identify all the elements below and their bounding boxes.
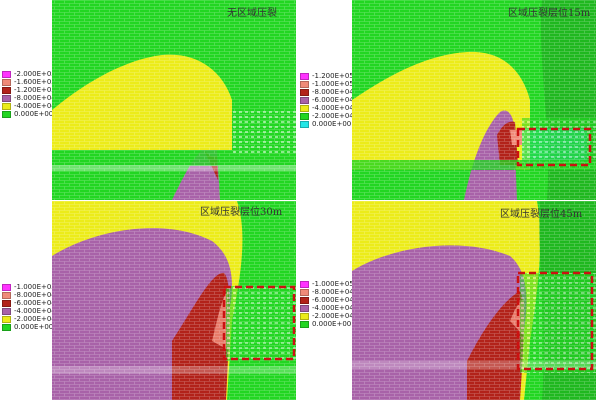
legend-swatch xyxy=(300,112,309,120)
legend-label: -2.000E+04 xyxy=(312,311,354,320)
contour-map xyxy=(352,201,596,400)
legend-label: -1.200E+05 xyxy=(312,71,354,80)
legend-label: -1.000E+05 xyxy=(312,79,354,88)
legend-panel-1: -2.000E+05 -1.600E+05 -1.200E+05 -8.000E… xyxy=(2,70,56,118)
legend-swatch xyxy=(2,315,11,323)
legend-swatch xyxy=(2,299,11,307)
fracture-zone-box xyxy=(222,285,296,361)
legend-swatch xyxy=(300,80,309,88)
contour-panel-2: 区域压裂层位15m xyxy=(352,0,596,200)
legend-entry: -4.000E+04 xyxy=(2,307,56,315)
legend-entry: -1.200E+05 xyxy=(2,86,56,94)
contour-map xyxy=(352,0,596,200)
contour-panel-4: 区域压裂层位45m xyxy=(352,201,596,400)
legend-label: -1.200E+05 xyxy=(14,85,56,94)
brick-mesh xyxy=(52,0,296,200)
legend-swatch xyxy=(300,280,309,288)
legend-entry: -4.000E+04 xyxy=(300,304,354,312)
contour-map xyxy=(52,201,296,400)
legend-label: -1.600E+05 xyxy=(14,77,56,86)
legend-swatch xyxy=(2,70,11,78)
legend-label: -6.000E+04 xyxy=(312,295,354,304)
legend-swatch xyxy=(2,307,11,315)
legend-label: 0.000E+00 xyxy=(312,119,352,128)
brick-mesh xyxy=(52,201,296,400)
legend-label: -8.000E+04 xyxy=(14,93,56,102)
legend-entry: -8.000E+04 xyxy=(300,88,354,96)
panel-title: 无区域压裂 xyxy=(227,8,277,19)
legend-swatch xyxy=(300,296,309,304)
legend-label: 0.000E+00 xyxy=(14,109,54,118)
legend-entry: -1.200E+05 xyxy=(300,72,354,80)
legend-entry: -8.000E+04 xyxy=(2,94,56,102)
legend-label: -2.000E+05 xyxy=(14,69,56,78)
legend-entry: -6.000E+04 xyxy=(300,296,354,304)
legend-swatch xyxy=(2,291,11,299)
panel-title: 区域压裂层位30m xyxy=(200,207,283,218)
legend-swatch xyxy=(2,86,11,94)
legend-label: -6.000E+04 xyxy=(312,95,354,104)
legend-entry: -8.000E+04 xyxy=(300,288,354,296)
legend-label: -4.000E+04 xyxy=(14,306,56,315)
legend-label: -8.000E+04 xyxy=(312,287,354,296)
legend-label: -6.000E+04 xyxy=(14,298,56,307)
legend-label: -8.000E+04 xyxy=(312,87,354,96)
legend-entry: -2.000E+05 xyxy=(2,70,56,78)
legend-panel-4: -1.000E+05 -8.000E+04 -6.000E+04 -4.000E… xyxy=(300,280,354,328)
legend-entry: 0.000E+00 xyxy=(300,120,354,128)
legend-panel-2: -1.200E+05 -1.000E+05 -8.000E+04 -6.000E… xyxy=(300,72,354,128)
legend-entry: -4.000E+04 xyxy=(2,102,56,110)
legend-swatch xyxy=(300,288,309,296)
legend-entry: 0.000E+00 xyxy=(300,320,354,328)
legend-swatch xyxy=(300,320,309,328)
legend-entry: -2.000E+04 xyxy=(300,112,354,120)
legend-swatch xyxy=(2,102,11,110)
legend-label: -2.000E+04 xyxy=(14,314,56,323)
legend-swatch xyxy=(2,78,11,86)
brick-mesh xyxy=(352,201,596,400)
legend-swatch xyxy=(2,323,11,331)
legend-entry: -2.000E+04 xyxy=(300,312,354,320)
legend-swatch xyxy=(300,96,309,104)
legend-swatch xyxy=(300,88,309,96)
legend-swatch xyxy=(300,304,309,312)
legend-swatch xyxy=(300,120,309,128)
legend-swatch xyxy=(2,283,11,291)
legend-entry: -4.000E+04 xyxy=(300,104,354,112)
legend-swatch xyxy=(300,72,309,80)
fracture-zone-box xyxy=(516,127,592,167)
legend-label: -4.000E+04 xyxy=(312,303,354,312)
legend-entry: -6.000E+04 xyxy=(2,299,56,307)
legend-label: -1.000E+05 xyxy=(14,282,56,291)
contour-panel-1: 无区域压裂 xyxy=(52,0,296,200)
contour-panel-3: 区域压裂层位30m xyxy=(52,201,296,400)
legend-entry: -1.000E+05 xyxy=(300,80,354,88)
legend-entry: -2.000E+04 xyxy=(2,315,56,323)
legend-label: 0.000E+00 xyxy=(312,319,352,328)
legend-panel-3: -1.000E+05 -8.000E+04 -6.000E+04 -4.000E… xyxy=(2,283,56,331)
panel-title: 区域压裂层位15m xyxy=(508,8,591,19)
legend-swatch xyxy=(300,104,309,112)
legend-label: -8.000E+04 xyxy=(14,290,56,299)
legend-entry: -1.000E+05 xyxy=(2,283,56,291)
contour-map xyxy=(52,0,296,200)
legend-label: -1.000E+05 xyxy=(312,279,354,288)
legend-entry: 0.000E+00 xyxy=(2,110,56,118)
legend-entry: -6.000E+04 xyxy=(300,96,354,104)
brick-mesh xyxy=(352,0,596,200)
legend-swatch xyxy=(2,94,11,102)
legend-label: 0.000E+00 xyxy=(14,322,54,331)
legend-label: -4.000E+04 xyxy=(312,103,354,112)
legend-entry: -1.600E+05 xyxy=(2,78,56,86)
fracture-zone-box xyxy=(516,271,594,371)
panel-title: 区域压裂层位45m xyxy=(500,209,583,220)
legend-entry: 0.000E+00 xyxy=(2,323,56,331)
legend-entry: -1.000E+05 xyxy=(300,280,354,288)
legend-swatch xyxy=(300,312,309,320)
legend-label: -4.000E+04 xyxy=(14,101,56,110)
legend-swatch xyxy=(2,110,11,118)
legend-entry: -8.000E+04 xyxy=(2,291,56,299)
legend-label: -2.000E+04 xyxy=(312,111,354,120)
